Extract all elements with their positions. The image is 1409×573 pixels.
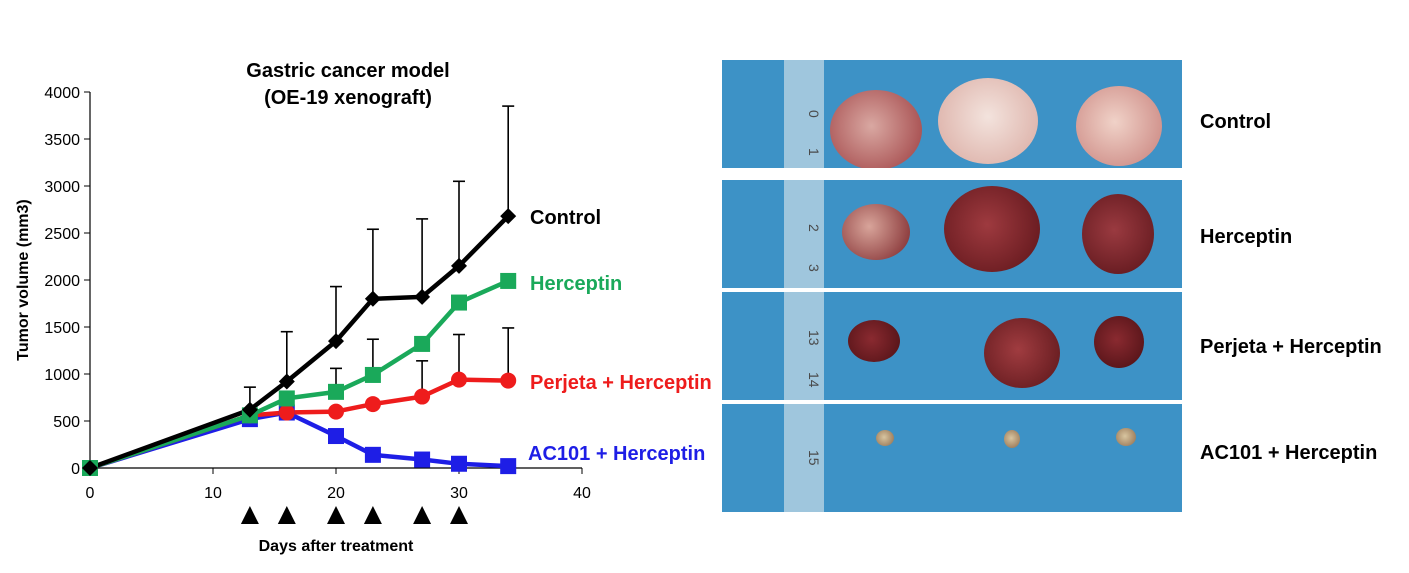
x-axis-label: Days after treatment [259,538,414,555]
photo-strip-perjeta-herceptin: 13 14 [722,292,1182,400]
y-tick-label: 1000 [44,367,80,384]
y-tick-label: 3000 [44,179,80,196]
data-point [500,458,517,475]
data-point [451,294,467,311]
photo-strip-control: 0 1 [722,60,1182,168]
ruler-number: 14 [806,372,822,388]
series-label: Perjeta + Herceptin [530,372,712,394]
y-tick-label: 0 [71,461,80,478]
tumor-specimen [984,318,1060,388]
photo-row-label-control: Control [1200,111,1272,133]
data-point [414,288,431,305]
dosing-arrow [450,506,468,524]
ruler-number: 3 [806,264,822,272]
data-point [241,401,258,418]
y-tick-label: 1500 [44,320,80,337]
data-point [414,335,431,352]
ruler [784,404,824,512]
series-line [89,410,509,471]
y-tick-label: 2500 [44,226,80,243]
series-label: AC101 + Herceptin [528,443,705,465]
tumor-specimen [944,186,1040,272]
series-label: Control [530,207,601,229]
dosing-arrow [240,506,259,524]
data-point [451,455,467,472]
data-point [364,366,381,383]
chart-title: Gastric cancer model [246,60,449,82]
series-line [89,214,510,471]
series-label: Herceptin [530,273,622,295]
data-point [328,333,344,350]
ruler [784,180,824,288]
series-line [89,278,510,471]
ruler-number: 15 [806,450,822,466]
ruler [784,60,824,168]
data-point [451,371,467,388]
x-tick-label: 40 [573,485,591,502]
y-tick-label: 500 [53,414,80,431]
x-tick-label: 0 [86,485,95,502]
data-point [451,257,467,274]
tumor-specimen [1082,194,1154,274]
ruler-number: 0 [806,110,822,118]
photo-row-label-herceptin: Herceptin [1200,226,1293,248]
tumor-specimen [938,78,1038,164]
data-point [364,290,381,307]
data-point [500,372,517,389]
data-point [278,404,295,421]
tumor-specimen [848,320,900,362]
data-point [328,428,344,445]
series-line [89,377,509,471]
data-point [278,390,295,407]
y-tick-label: 2000 [44,273,80,290]
dosing-arrow [363,506,382,524]
photo-row-label-perjeta-herceptin: Perjeta + Herceptin [1200,336,1382,358]
tumor-specimen [1076,86,1162,166]
photo-strip-herceptin: 2 3 [722,180,1182,288]
data-point [328,383,344,400]
dosing-arrow [327,506,345,524]
data-point [278,373,295,390]
x-tick-label: 30 [450,485,468,502]
chart-subtitle: (OE-19 xenograft) [264,87,432,109]
ruler-number: 1 [806,148,822,156]
tumor-specimen [1094,316,1144,368]
y-tick-label: 3500 [44,132,80,149]
dosing-arrow [277,506,296,524]
data-point [500,272,517,289]
y-tick-label: 4000 [44,85,80,102]
tumor-specimen [1116,428,1136,446]
tumor-specimen [830,90,922,168]
ruler [784,292,824,400]
ruler-number: 2 [806,224,822,232]
ruler-number: 13 [806,330,822,346]
data-point [364,446,381,463]
tumor-specimen [876,430,894,446]
photo-strip-ac101-herceptin: 15 [722,404,1182,512]
data-point [328,403,344,420]
data-point [414,451,431,468]
dosing-arrow [413,506,432,524]
tumor-specimen [1004,430,1020,448]
data-point [414,388,431,405]
data-point [500,208,517,225]
tumor-photo-panel: 0 1 2 3 13 14 15 [722,60,1182,512]
x-tick-label: 10 [204,485,222,502]
x-tick-label: 20 [327,485,345,502]
photo-row-label-ac101-herceptin: AC101 + Herceptin [1200,442,1378,464]
data-point [82,460,98,476]
y-axis-label: Tumor volume (mm3) [15,199,32,361]
tumor-specimen [842,204,910,260]
data-point [364,396,381,413]
tumor-volume-chart: Gastric cancer model (OE-19 xenograft) T… [15,60,712,555]
